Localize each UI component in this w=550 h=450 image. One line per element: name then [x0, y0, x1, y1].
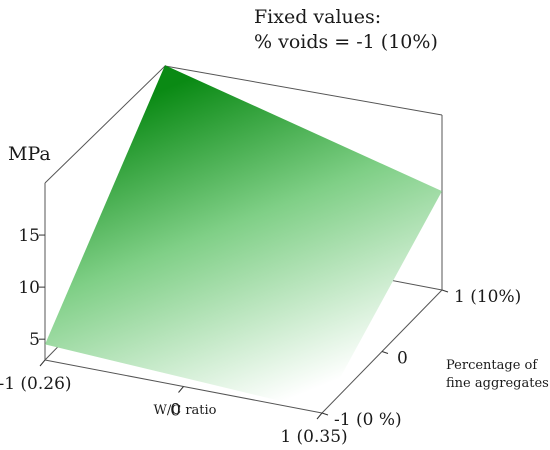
- x-tick-label-mid: 0: [170, 401, 181, 421]
- x-tick-labels: -1 (0.26) 0 1 (0.35): [0, 374, 348, 447]
- y-tick-mark: [441, 289, 449, 293]
- response-surface: [45, 65, 442, 411]
- z-tick-label-10: 10: [18, 278, 40, 298]
- y-axis-label-line1: Percentage of: [446, 358, 538, 373]
- chart-title: Fixed values:: [254, 6, 381, 28]
- chart-subtitle: % voids = -1 (10%): [254, 31, 438, 53]
- z-tick-labels: 5 10 15: [18, 226, 40, 350]
- x-tick-label-min: -1 (0.26): [0, 374, 72, 394]
- x-tick-label-max: 1 (0.35): [280, 427, 347, 447]
- y-axis-label-line2: fine aggregates: [446, 376, 549, 391]
- z-tick-label-5: 5: [29, 330, 40, 350]
- x-tick-mark: [316, 412, 323, 420]
- z-tick-label-15: 15: [18, 226, 40, 246]
- back-top-edge: [164, 65, 443, 116]
- y-tick-label-min: -1 (0 %): [334, 410, 402, 430]
- y-tick-mark: [321, 412, 329, 416]
- x-axis-label: W/C ratio: [154, 403, 217, 418]
- y-tick-label-mid: 0: [397, 349, 408, 369]
- y-tick-label-max: 1 (10%): [454, 287, 521, 307]
- y-tick-labels: -1 (0 %) 0 1 (10%): [334, 287, 521, 430]
- x-tick-mark: [178, 386, 184, 393]
- y-tick-mark: [381, 351, 389, 354]
- z-axis-label: MPa: [8, 143, 51, 165]
- tick-marks: [39, 234, 449, 420]
- x-tick-mark: [39, 359, 46, 367]
